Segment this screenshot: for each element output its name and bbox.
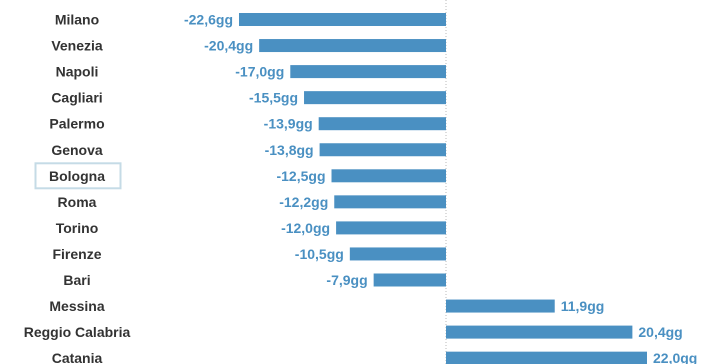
value-label-napoli: -17,0gg: [235, 64, 284, 80]
value-label-bologna: -12,5gg: [276, 168, 325, 184]
bar-genova: [319, 143, 446, 157]
category-label-messina: Messina: [49, 298, 104, 314]
bar-bologna: [331, 169, 446, 183]
highlight-layer: [34, 162, 122, 190]
bar-bari: [373, 273, 446, 287]
value-labels: -22,6gg -20,4gg -17,0gg -15,5gg -13,9gg -13,8…: [184, 12, 697, 364]
category-label-genova: Genova: [51, 142, 103, 158]
category-label-milano: Milano: [55, 12, 99, 28]
value-label-messina: 11,9gg: [561, 298, 605, 314]
bar-reggio-calabria: [446, 325, 633, 339]
value-label-milano: -22,6gg: [184, 12, 233, 28]
category-label-firenze: Firenze: [52, 246, 101, 262]
category-label-bari: Bari: [63, 272, 90, 288]
bar-venezia: [259, 39, 446, 53]
value-label-reggio-calabria: 20,4gg: [638, 324, 682, 340]
category-label-napoli: Napoli: [56, 64, 99, 80]
bar-roma: [334, 195, 446, 209]
category-label-palermo: Palermo: [49, 116, 104, 132]
bar-cagliari: [304, 91, 446, 105]
value-label-torino: -12,0gg: [281, 220, 330, 236]
value-label-firenze: -10,5gg: [295, 246, 344, 262]
bar-palermo: [318, 117, 446, 131]
bar-messina: [446, 299, 555, 313]
category-label-roma: Roma: [58, 194, 97, 210]
category-label-venezia: Venezia: [51, 38, 103, 54]
value-label-roma: -12,2gg: [279, 194, 328, 210]
bars-layer: [239, 13, 647, 364]
bar-napoli: [290, 65, 446, 79]
category-label-catania: Catania: [52, 350, 103, 364]
value-label-bari: -7,9gg: [326, 272, 367, 288]
bar-firenze: [349, 247, 446, 261]
value-label-cagliari: -15,5gg: [249, 90, 298, 106]
value-label-genova: -13,8gg: [265, 142, 314, 158]
category-label-bologna: Bologna: [49, 168, 105, 184]
category-label-torino: Torino: [56, 220, 99, 236]
category-labels: Milano Venezia Napoli Cagliari Palermo Genova…: [24, 12, 131, 364]
bar-torino: [336, 221, 446, 235]
value-label-palermo: -13,9gg: [264, 116, 313, 132]
bar-catania: [446, 351, 647, 364]
value-label-catania: 22,0gg: [653, 350, 697, 364]
value-label-venezia: -20,4gg: [204, 38, 253, 54]
category-label-cagliari: Cagliari: [51, 90, 102, 106]
category-label-reggio-calabria: Reggio Calabria: [24, 324, 131, 340]
bar-milano: [239, 13, 446, 26]
highlight-box-bologna: [34, 162, 122, 190]
